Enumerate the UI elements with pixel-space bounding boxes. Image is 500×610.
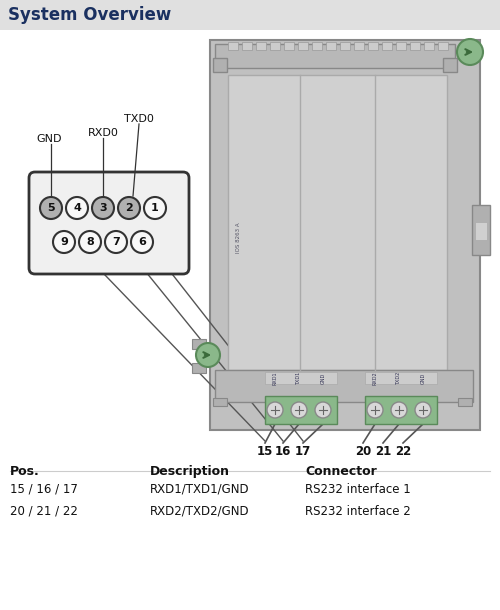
Text: Pos.: Pos.: [10, 465, 40, 478]
Text: IOS 8263 A: IOS 8263 A: [236, 222, 241, 253]
FancyBboxPatch shape: [270, 42, 280, 50]
Circle shape: [196, 343, 220, 367]
Text: 17: 17: [295, 445, 311, 458]
FancyBboxPatch shape: [256, 42, 266, 50]
FancyBboxPatch shape: [365, 372, 437, 384]
Text: 5: 5: [47, 203, 55, 213]
FancyBboxPatch shape: [298, 42, 308, 50]
FancyBboxPatch shape: [192, 339, 206, 349]
Text: RXD2: RXD2: [372, 371, 378, 385]
FancyBboxPatch shape: [458, 398, 472, 406]
Text: 2: 2: [125, 203, 133, 213]
Circle shape: [40, 197, 62, 219]
Text: 15: 15: [257, 445, 273, 458]
Text: 9: 9: [60, 237, 68, 247]
Circle shape: [315, 402, 331, 418]
FancyBboxPatch shape: [396, 42, 406, 50]
FancyBboxPatch shape: [213, 58, 227, 72]
FancyBboxPatch shape: [368, 42, 378, 50]
Text: GND: GND: [420, 372, 426, 384]
Text: RS232 interface 2: RS232 interface 2: [305, 505, 411, 518]
Circle shape: [267, 402, 283, 418]
FancyBboxPatch shape: [0, 0, 500, 30]
Text: RXD1/TXD1/GND: RXD1/TXD1/GND: [150, 483, 250, 496]
Circle shape: [105, 231, 127, 253]
Text: 4: 4: [73, 203, 81, 213]
Text: 20 / 21 / 22: 20 / 21 / 22: [10, 505, 78, 518]
Text: GND: GND: [36, 134, 62, 144]
Circle shape: [92, 197, 114, 219]
Circle shape: [118, 197, 140, 219]
FancyBboxPatch shape: [210, 40, 480, 430]
FancyBboxPatch shape: [265, 396, 337, 424]
Circle shape: [391, 402, 407, 418]
Text: 15 / 16 / 17: 15 / 16 / 17: [10, 483, 78, 496]
Text: 20: 20: [355, 445, 371, 458]
FancyBboxPatch shape: [29, 172, 189, 274]
FancyBboxPatch shape: [382, 42, 392, 50]
FancyBboxPatch shape: [312, 42, 322, 50]
Text: 1: 1: [151, 203, 159, 213]
Circle shape: [367, 402, 383, 418]
Text: RXD0: RXD0: [88, 128, 118, 138]
Circle shape: [415, 402, 431, 418]
Circle shape: [79, 231, 101, 253]
Text: Connector: Connector: [305, 465, 377, 478]
Text: 16: 16: [275, 445, 291, 458]
Text: 8: 8: [86, 237, 94, 247]
FancyBboxPatch shape: [410, 42, 420, 50]
Text: 6: 6: [138, 237, 146, 247]
Circle shape: [66, 197, 88, 219]
FancyBboxPatch shape: [365, 396, 437, 424]
FancyBboxPatch shape: [215, 44, 455, 68]
Text: RXD2/TXD2/GND: RXD2/TXD2/GND: [150, 505, 250, 518]
FancyBboxPatch shape: [354, 42, 364, 50]
FancyBboxPatch shape: [472, 204, 490, 254]
Circle shape: [457, 39, 483, 65]
FancyBboxPatch shape: [242, 42, 252, 50]
FancyBboxPatch shape: [215, 370, 473, 402]
Circle shape: [291, 402, 307, 418]
Text: RXD1: RXD1: [272, 371, 278, 385]
FancyBboxPatch shape: [192, 363, 206, 373]
Text: TXD2: TXD2: [396, 371, 402, 385]
Text: TXD1: TXD1: [296, 371, 302, 385]
FancyBboxPatch shape: [438, 42, 448, 50]
Text: Description: Description: [150, 465, 230, 478]
FancyBboxPatch shape: [340, 42, 350, 50]
FancyBboxPatch shape: [284, 42, 294, 50]
Text: RS232 interface 1: RS232 interface 1: [305, 483, 411, 496]
FancyBboxPatch shape: [424, 42, 434, 50]
FancyBboxPatch shape: [228, 75, 447, 370]
FancyBboxPatch shape: [443, 58, 457, 72]
FancyBboxPatch shape: [326, 42, 336, 50]
Text: TXD0: TXD0: [124, 114, 154, 124]
Text: System Overview: System Overview: [8, 6, 171, 24]
Text: 7: 7: [112, 237, 120, 247]
FancyBboxPatch shape: [228, 42, 238, 50]
Text: 21: 21: [375, 445, 391, 458]
FancyBboxPatch shape: [475, 221, 487, 240]
Circle shape: [144, 197, 166, 219]
Text: 3: 3: [99, 203, 107, 213]
Circle shape: [131, 231, 153, 253]
FancyBboxPatch shape: [213, 398, 227, 406]
Circle shape: [53, 231, 75, 253]
Text: 22: 22: [395, 445, 411, 458]
Text: GND: GND: [320, 372, 326, 384]
FancyBboxPatch shape: [265, 372, 337, 384]
